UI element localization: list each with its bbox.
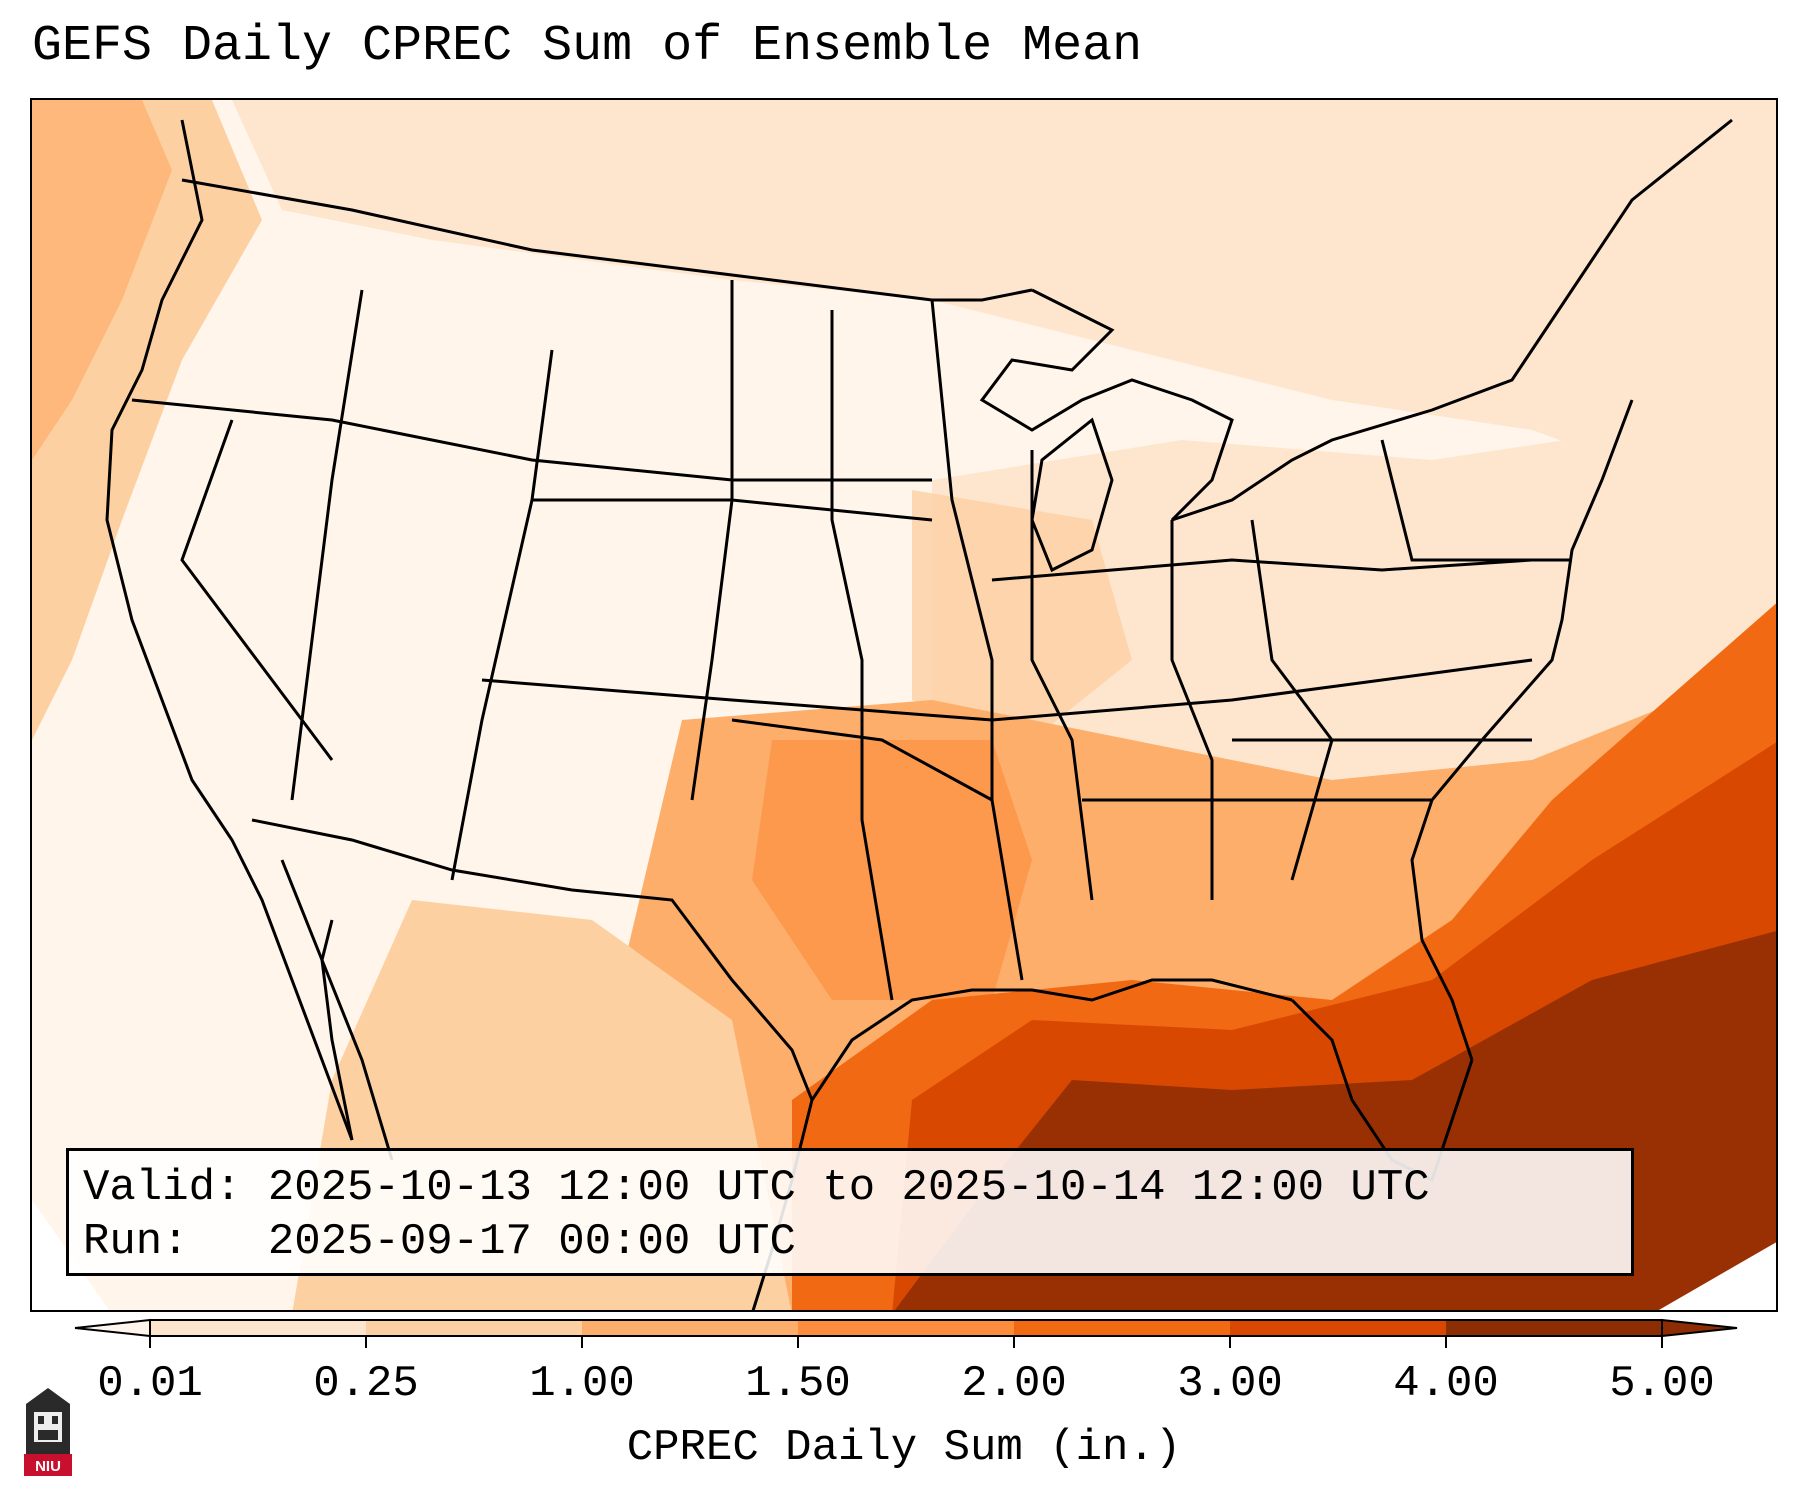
colorbar-segment: [366, 1320, 582, 1336]
colorbar-segment: [1446, 1320, 1662, 1336]
run-label: Run:: [83, 1217, 189, 1267]
run-value: 2025-09-17 00:00 UTC: [267, 1217, 796, 1267]
colorbar-extend-high: [1661, 1318, 1738, 1338]
precip-southern-plains: [752, 740, 1032, 1000]
colorbar-segment: [798, 1320, 1014, 1336]
map-panel: [30, 98, 1778, 1312]
colorbar-outline: [149, 1319, 1663, 1337]
colorbar-segments: [74, 1318, 1738, 1338]
valid-label: Valid:: [83, 1163, 242, 1213]
colorbar-tick-label: 3.00: [1177, 1359, 1283, 1409]
colorbar-tick-label: 1.00: [529, 1359, 635, 1409]
colorbar-tick-label: 4.00: [1393, 1359, 1499, 1409]
colorbar-tick-label: 0.25: [313, 1359, 419, 1409]
colorbar-segment: [1014, 1320, 1230, 1336]
valid-row: Valid: 2025-10-13 12:00 UTC to 2025-10-1…: [83, 1161, 1617, 1215]
logo-text: NIU: [35, 1458, 61, 1475]
precip-north: [232, 100, 1776, 519]
colorbar-ticks: [149, 1336, 1663, 1348]
run-row: Run: 2025-09-17 00:00 UTC: [83, 1215, 1617, 1269]
precip-map: [32, 100, 1776, 1310]
colorbar-label: CPREC Daily Sum (in.): [626, 1423, 1182, 1473]
colorbar-segment: [150, 1320, 366, 1336]
colorbar-extend-low: [74, 1318, 151, 1338]
precip-midwest: [912, 490, 1132, 740]
colorbar-tick-label: 5.00: [1609, 1359, 1715, 1409]
valid-value: 2025-10-13 12:00 UTC to 2025-10-14 12:00…: [267, 1163, 1430, 1213]
colorbar-tick-label: 2.00: [961, 1359, 1067, 1409]
colorbar-segment: [582, 1320, 798, 1336]
colorbar-tick-label: 0.01: [97, 1359, 203, 1409]
precip-pacific-nw-core: [32, 100, 172, 460]
colorbar-segment: [1230, 1320, 1446, 1336]
map-title: GEFS Daily CPREC Sum of Ensemble Mean: [32, 18, 1143, 75]
borders: [105, 118, 1733, 1310]
colorbar-tick-label: 1.50: [745, 1359, 851, 1409]
niu-logo: NIU: [24, 1388, 72, 1476]
valid-run-box: Valid: 2025-10-13 12:00 UTC to 2025-10-1…: [66, 1148, 1634, 1276]
